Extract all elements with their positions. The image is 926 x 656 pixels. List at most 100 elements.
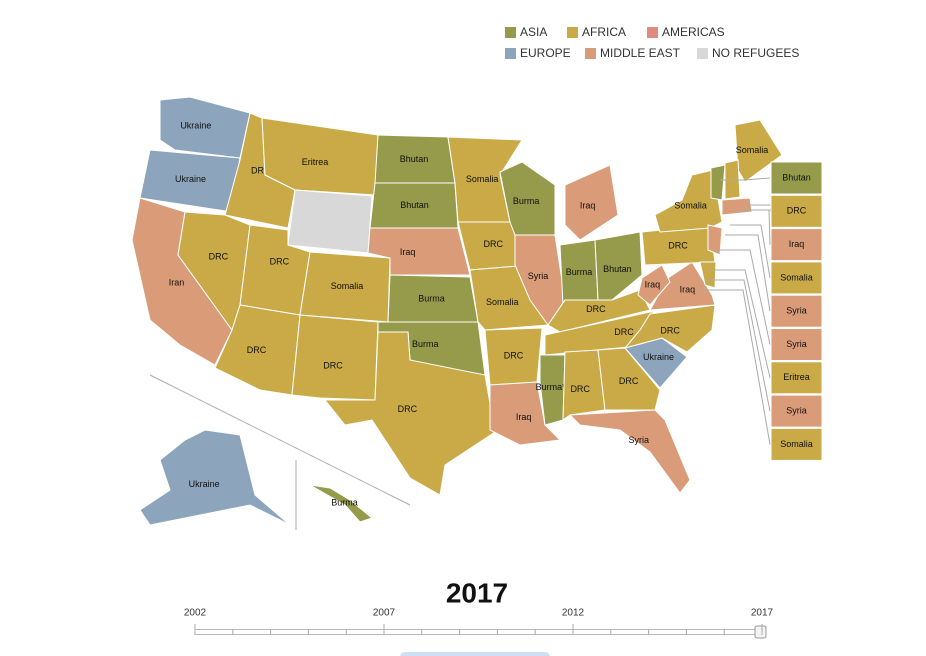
- state-label: Burma: [331, 497, 358, 507]
- state-label: Burma*: [536, 382, 567, 392]
- state[interactable]: [637, 264, 671, 306]
- state-label: Bhutan: [400, 154, 429, 164]
- side-box[interactable]: [770, 427, 823, 461]
- state-label: Somalia: [674, 200, 707, 210]
- side-box[interactable]: [770, 194, 823, 228]
- legend-swatch: [567, 27, 578, 38]
- state-label: Ukraine: [189, 479, 220, 489]
- state[interactable]: [594, 231, 643, 301]
- state-label: Iraq: [516, 412, 532, 422]
- state-label: DRC: [614, 327, 634, 337]
- side-box-label: Iraq: [789, 239, 805, 249]
- state-label: DRC: [251, 166, 271, 176]
- state-label: Iraq: [645, 279, 661, 289]
- state-label: DRC: [209, 251, 229, 261]
- state[interactable]: [699, 261, 717, 289]
- leader-line: [740, 209, 771, 245]
- state[interactable]: [710, 164, 726, 201]
- state[interactable]: [623, 304, 716, 353]
- legend-swatch: [647, 27, 658, 38]
- play-button[interactable]: [400, 652, 550, 656]
- state-label: Somalia: [331, 281, 364, 291]
- legend-label: AMERICAS: [662, 25, 725, 39]
- side-box[interactable]: [770, 294, 823, 328]
- side-box-label: Syria: [786, 306, 807, 316]
- timeline-label: 2012: [562, 608, 585, 619]
- side-box[interactable]: [770, 361, 823, 395]
- state-label: DRC: [398, 404, 418, 414]
- state-label: DRC: [270, 256, 290, 266]
- leader-line: [702, 289, 771, 445]
- state-label: Somalia: [486, 297, 519, 307]
- state-label: Somalia: [736, 145, 769, 155]
- side-box-label: Syria: [786, 339, 807, 349]
- state[interactable]: [721, 197, 753, 216]
- state[interactable]: [564, 164, 619, 241]
- state[interactable]: [323, 331, 496, 496]
- state-label: Ukraine: [175, 174, 206, 184]
- state-label: Burma: [412, 339, 439, 349]
- side-box-label: Syria: [786, 405, 807, 415]
- state-label: DRC: [668, 240, 688, 250]
- legend-label: NO REFUGEES: [712, 46, 799, 60]
- leader-line: [708, 269, 771, 378]
- side-box-label: DRC: [787, 206, 807, 216]
- side-box[interactable]: [770, 261, 823, 295]
- state-label: Eritrea: [302, 157, 329, 167]
- state-label: Burma: [513, 196, 540, 206]
- side-box[interactable]: [770, 228, 823, 262]
- side-box-label: Bhutan: [782, 172, 811, 182]
- state-label: Somalia: [466, 174, 499, 184]
- state-label: Burma: [418, 293, 445, 303]
- state[interactable]: [707, 224, 723, 256]
- side-box[interactable]: [770, 328, 823, 361]
- legend-swatch: [505, 48, 516, 59]
- state-label: Burma: [566, 267, 593, 277]
- state-label: Ukraine: [643, 352, 674, 362]
- side-box[interactable]: [770, 161, 823, 195]
- inset-divider: [149, 374, 411, 506]
- state[interactable]: [287, 189, 373, 254]
- timeline-label: 2002: [184, 608, 207, 619]
- state[interactable]: [309, 484, 374, 523]
- legend-swatch: [585, 48, 596, 59]
- state[interactable]: [539, 354, 566, 426]
- state[interactable]: [597, 347, 661, 411]
- legend-label: AFRICA: [582, 25, 626, 39]
- leader-line: [715, 249, 771, 345]
- state-label: DRC: [484, 239, 504, 249]
- state[interactable]: [139, 429, 291, 526]
- state[interactable]: [489, 381, 562, 446]
- state-label: DRC: [570, 384, 590, 394]
- state-label: Bhutan: [603, 264, 632, 274]
- state-label: Syria: [528, 271, 549, 281]
- side-box[interactable]: [770, 394, 823, 428]
- leader-line: [720, 177, 771, 181]
- state[interactable]: [562, 349, 606, 421]
- state[interactable]: [568, 409, 691, 494]
- side-box-label: Eritrea: [783, 372, 810, 382]
- timeline-label: 2017: [751, 608, 774, 619]
- year-title: 2017: [446, 577, 508, 608]
- legend-label: MIDDLE EAST: [600, 46, 681, 60]
- state-label: DRC: [619, 376, 639, 386]
- leader-line: [730, 224, 771, 278]
- state-label: DRC: [504, 351, 524, 361]
- state-label: Iraq: [580, 200, 596, 210]
- legend-label: ASIA: [520, 25, 547, 39]
- state-label: Iraq: [400, 247, 416, 257]
- state-label: DRC: [323, 360, 343, 370]
- timeline-handle[interactable]: [754, 625, 767, 639]
- side-box-label: Somalia: [780, 439, 813, 449]
- state-label: DRC: [660, 325, 680, 335]
- leader-line: [725, 234, 771, 312]
- state[interactable]: [261, 117, 379, 196]
- timeline-label: 2007: [373, 608, 396, 619]
- state[interactable]: [291, 314, 379, 401]
- state-label: Bhutan: [400, 200, 429, 210]
- state-label: Iraq: [680, 284, 696, 294]
- state-label: DRC: [586, 304, 606, 314]
- state-label: DRC: [247, 345, 267, 355]
